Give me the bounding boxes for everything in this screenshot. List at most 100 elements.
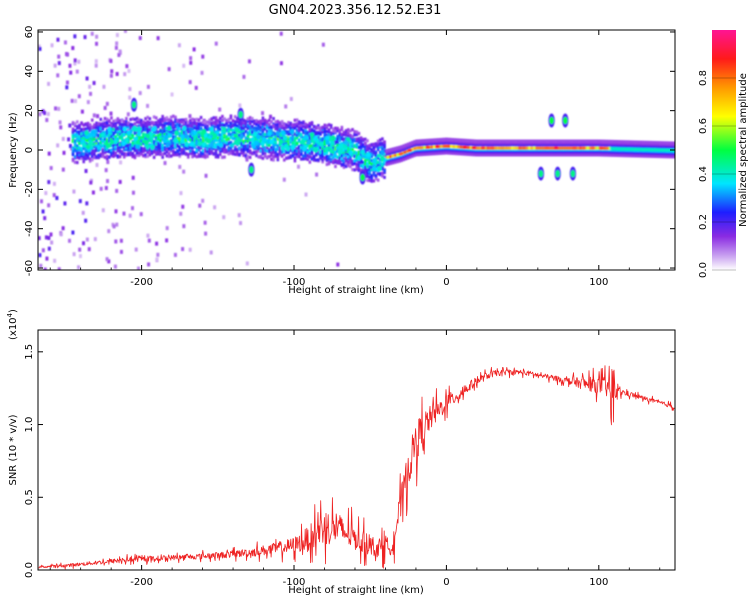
spectrogram-cell xyxy=(319,126,322,130)
spectrogram-cell xyxy=(90,118,94,122)
spectrogram-cell xyxy=(41,109,45,114)
spectrogram-cell xyxy=(421,139,425,143)
spectrogram-cell xyxy=(76,130,79,134)
spectrogram-cell xyxy=(312,146,316,150)
spectrogram-cell xyxy=(300,152,303,156)
spectrogram-cell xyxy=(248,151,252,155)
spectrogram-cell xyxy=(496,139,499,143)
spectrogram-blob xyxy=(212,132,217,139)
spectrogram-cell xyxy=(68,143,72,148)
spectrogram-cell xyxy=(131,190,135,195)
spectrogram-cell xyxy=(268,143,271,147)
spectrogram-cell xyxy=(246,125,250,129)
spectrogram-cell xyxy=(526,139,529,143)
spectrogram-blob xyxy=(121,140,126,147)
spectrogram-cell xyxy=(244,154,248,158)
spectrogram-cell xyxy=(338,128,342,132)
spectrogram-cell xyxy=(312,155,316,159)
spectrogram-cell xyxy=(163,123,167,128)
spectrogram-cell xyxy=(208,151,211,156)
spectrogram-cell xyxy=(227,131,231,136)
spectrogram-cell xyxy=(146,233,150,238)
spectrogram-cell xyxy=(167,121,171,125)
spectrogram-cell xyxy=(189,138,192,142)
spectrogram-cell xyxy=(329,123,333,128)
spectrogram-cell xyxy=(118,119,122,123)
spectrogram-blob xyxy=(377,165,382,172)
spectrogram-blob xyxy=(324,135,330,141)
spectrogram-cell xyxy=(128,87,132,92)
spectrogram-cell xyxy=(189,130,192,134)
spectrogram-ridge-cell xyxy=(501,146,504,150)
spectrogram-cell xyxy=(90,138,94,143)
spectrogram-ridge-cell xyxy=(454,145,458,149)
colorbar-ticks: 0.00.20.40.60.8 xyxy=(698,70,736,278)
spectrogram-cell xyxy=(194,85,198,90)
spectrogram-cell xyxy=(101,119,105,124)
spectrogram-cell xyxy=(270,153,273,157)
spectrogram-cell xyxy=(120,119,124,123)
spectrogram-cell xyxy=(189,119,192,123)
spectrogram-cell xyxy=(118,145,122,150)
spectrogram-cell xyxy=(182,137,186,141)
spectrogram-cell xyxy=(189,56,193,61)
spectrogram-cell xyxy=(282,152,286,157)
spectrogram-cell xyxy=(114,144,118,149)
spectrogram-cell xyxy=(242,74,246,79)
spectrogram-cell xyxy=(152,115,156,119)
spectrogram-cell xyxy=(308,132,312,136)
spectrogram-cell xyxy=(295,147,299,151)
spectrogram-cell xyxy=(201,149,205,153)
spectrogram-cell xyxy=(193,118,196,122)
spectrogram-cell xyxy=(244,136,248,140)
spectrogram-blob xyxy=(152,125,157,132)
spectrogram-cell xyxy=(368,161,371,165)
spectrogram-cell xyxy=(370,165,374,169)
spectrogram-cell xyxy=(240,121,243,125)
spectrogram-cell xyxy=(334,158,337,162)
spectrogram-cell xyxy=(246,117,250,121)
spectrogram-cell xyxy=(161,155,164,159)
spectrogram-cell xyxy=(198,203,202,208)
spectrogram-cell xyxy=(308,151,312,156)
spectrogram-cell xyxy=(374,174,378,178)
spectrogram-cell xyxy=(133,144,137,148)
spectrogram-cell xyxy=(112,137,115,142)
spectrogram-cell xyxy=(357,145,361,150)
spectrogram-cell xyxy=(186,152,190,157)
spectrogram-cell xyxy=(317,151,320,156)
spectrogram-cell xyxy=(342,158,346,163)
spectrogram-cell xyxy=(323,139,327,144)
spectrogram-cell xyxy=(364,169,367,173)
spectrogram-cell xyxy=(118,49,122,54)
spectrogram-cell xyxy=(227,152,231,156)
spectrogram-blob xyxy=(90,129,96,135)
spectrogram-cell xyxy=(293,126,297,130)
spectrogram-cell xyxy=(50,240,54,245)
spectrogram-cell xyxy=(174,152,177,156)
spectrogram-cell xyxy=(289,127,292,132)
spectrogram-cell xyxy=(47,236,51,241)
spectrogram-blob xyxy=(318,141,324,147)
spectrogram-cell xyxy=(227,124,231,128)
spectrogram-cell xyxy=(268,129,271,133)
spectrogram-cell xyxy=(214,151,218,155)
spectrogram-cell xyxy=(259,149,263,153)
spectrogram-cell xyxy=(321,160,324,164)
spectrogram-cell xyxy=(223,150,226,154)
spectrogram-cell xyxy=(159,138,162,142)
spectrogram-cell xyxy=(178,136,182,140)
spectrogram-cell xyxy=(349,161,352,165)
spectrogram-cell xyxy=(295,124,299,128)
spectrogram-cell xyxy=(291,141,295,145)
spectrogram-cell xyxy=(206,120,209,124)
spectrogram-cell xyxy=(71,149,75,153)
spectrogram-cell xyxy=(116,142,120,146)
spectrogram-cell xyxy=(293,156,297,160)
spectrogram-cell xyxy=(280,154,284,158)
spectrogram-blob xyxy=(87,132,92,138)
spectrogram-cell xyxy=(197,154,201,158)
spectrogram-cell xyxy=(285,125,288,129)
spectrogram-cell xyxy=(172,137,175,141)
spectrogram-cell xyxy=(357,131,361,136)
